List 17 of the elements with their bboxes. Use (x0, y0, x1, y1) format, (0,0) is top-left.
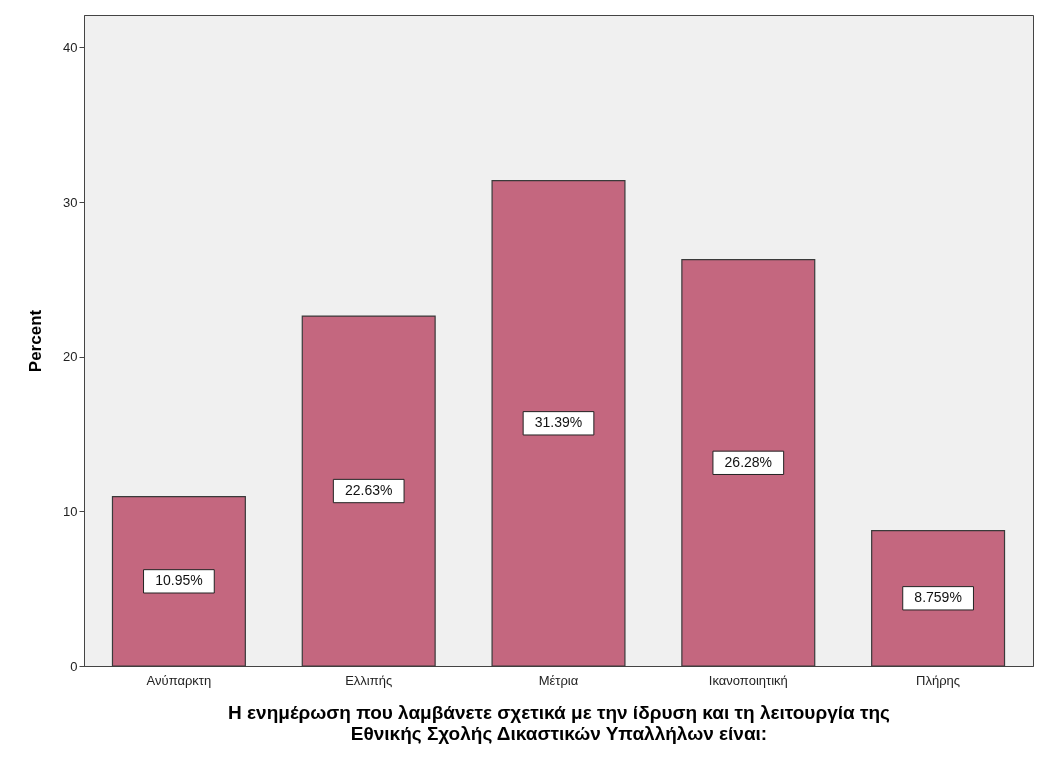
x-axis-title: Η ενημέρωση που λαμβάνετε σχετικά με την ίδρυση και τη λειτουργία της Εθνικής Σχολής Δικαστικών Υπαλλήλων είναι: (228, 701, 891, 744)
x-tick-label: Ανύπαρκτη (146, 672, 212, 688)
data-label: 10.95% (155, 572, 203, 589)
data-label: 22.63% (344, 482, 393, 499)
y-axis-title: Percent (26, 309, 46, 373)
x-tick-label: Μέτρια (538, 672, 579, 688)
data-label: 31.39% (534, 414, 583, 431)
x-tick-label: Ικανοποιητική (708, 672, 788, 688)
data-label: 8.759% (914, 589, 962, 606)
x-tick-label: Ελλιπής (345, 672, 393, 688)
y-tick-label: 0 (70, 658, 78, 674)
y-tick-label: 30 (63, 194, 78, 210)
y-tick-label: 10 (63, 503, 78, 519)
x-tick-label: Πλήρης (916, 672, 961, 688)
y-tick-label: 40 (63, 39, 78, 55)
y-tick-label: 20 (63, 349, 78, 365)
data-label: 26.28% (724, 453, 773, 470)
